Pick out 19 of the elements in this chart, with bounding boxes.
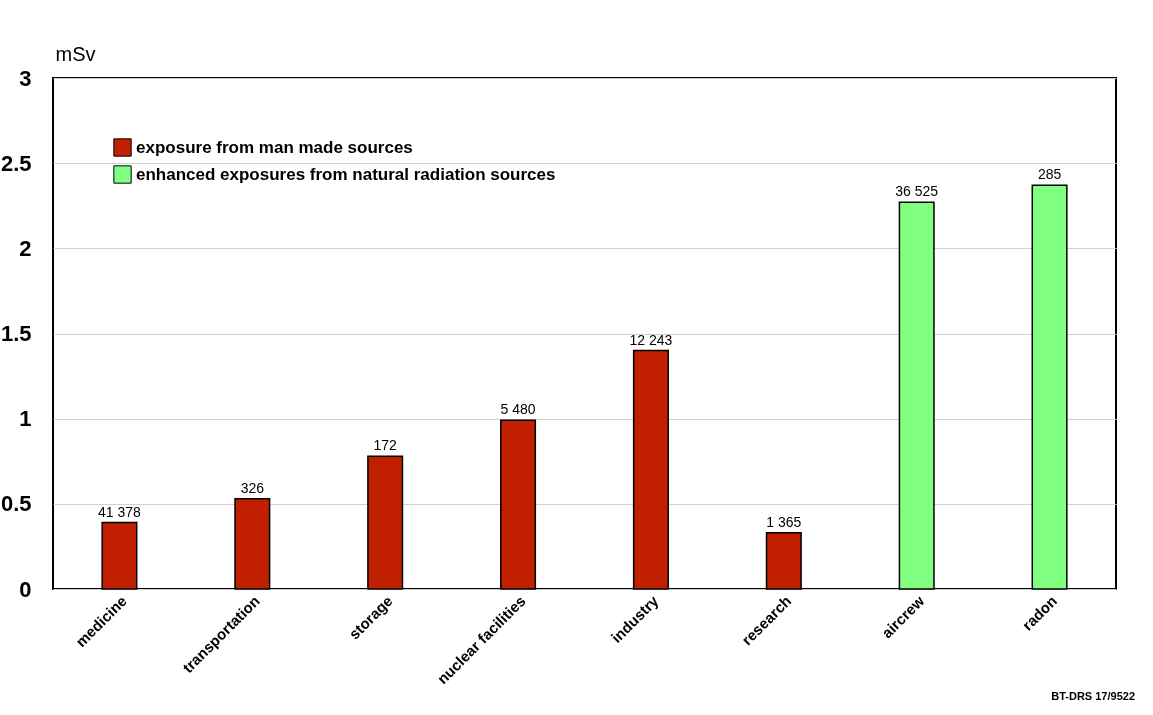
y-tick-label: 2	[19, 235, 32, 261]
annotation: 326	[240, 479, 265, 496]
annotation: 36 525	[895, 183, 939, 200]
y-tick-label: 3	[19, 65, 32, 91]
legend-label: exposure from man made sources	[136, 137, 413, 157]
annotation: 12 243	[629, 331, 673, 348]
annotation: 41 378	[98, 503, 142, 520]
y-tick-label: 2.5	[0, 150, 32, 176]
y-tick-label: 1	[19, 406, 32, 432]
y-tick-label: 0.5	[0, 491, 32, 517]
legend-label: enhanced exposures from natural radiation sources	[136, 164, 556, 184]
text: BT-DRS 17/9522	[1051, 690, 1135, 702]
annotation: 285	[1037, 166, 1062, 183]
annotation: 5 480	[500, 401, 536, 418]
y-axis-title: mSv	[55, 42, 96, 65]
y-tick-label: 1.5	[0, 321, 32, 346]
annotation: 172	[373, 437, 398, 454]
annotation: 1 365	[766, 513, 802, 530]
y-tick-label: 0	[19, 576, 32, 602]
